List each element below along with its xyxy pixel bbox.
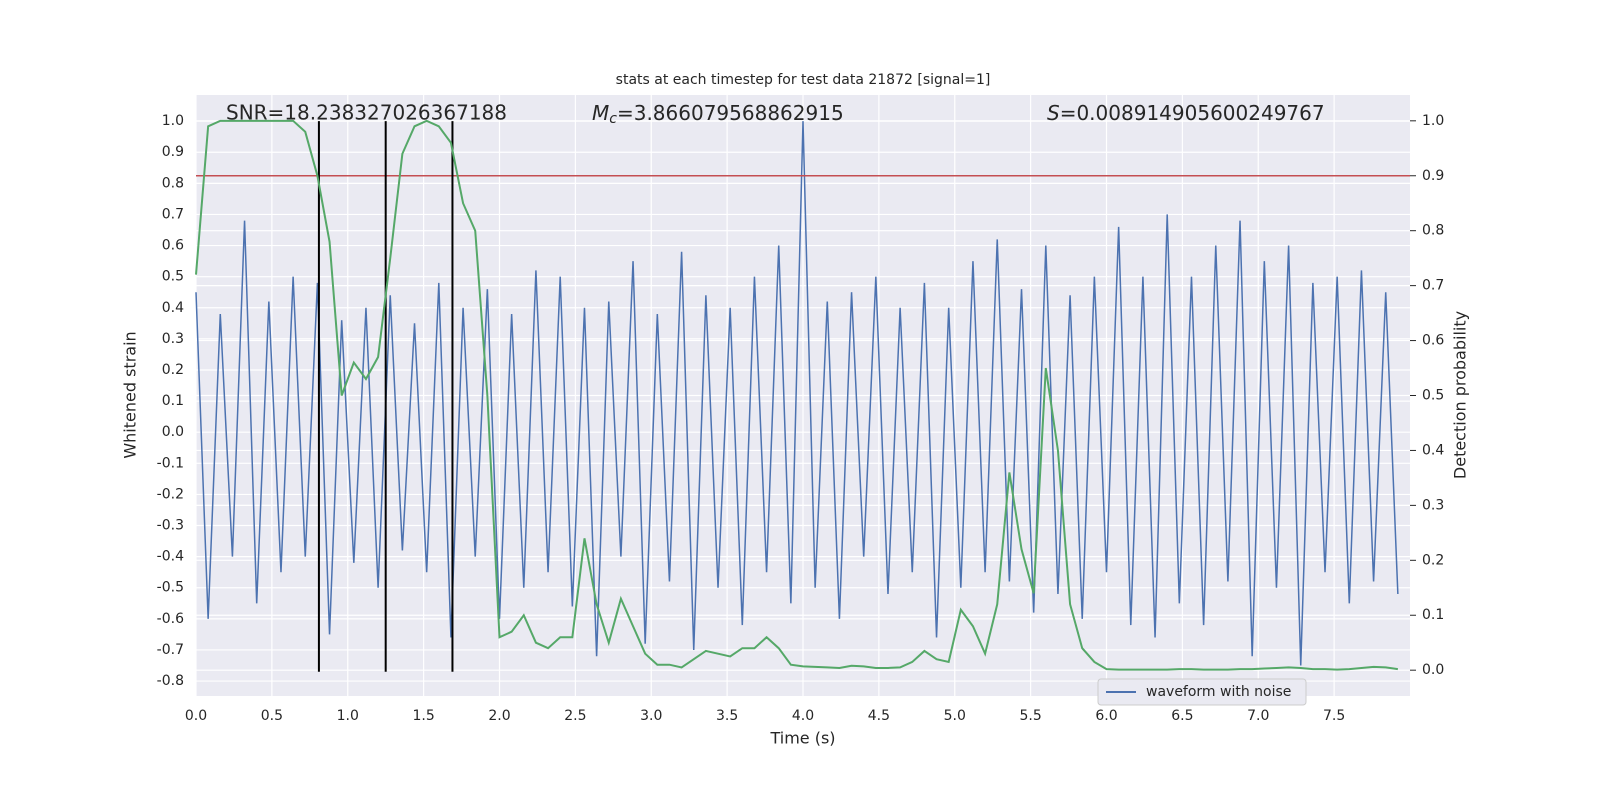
mc-value: =3.866079568862915 (617, 101, 844, 125)
y2-tick-label: 1.0 (1422, 113, 1444, 129)
x-tick-label: 5.0 (944, 708, 966, 724)
y2-tick-label: 0.5 (1422, 388, 1444, 404)
y-tick-label: -0.7 (157, 642, 184, 658)
y-tick-label: -0.1 (157, 455, 184, 471)
y-tick-label: 0.2 (162, 362, 184, 378)
y2-tick-label: 0.3 (1422, 497, 1444, 513)
y2-axis-label: Detection probability (1451, 311, 1470, 479)
y-tick-label: -0.5 (157, 580, 184, 596)
s-annotation: S=0.008914905600249767 (1047, 101, 1325, 125)
waveform-line (195, 121, 1399, 666)
y-tick-label: 0.4 (162, 300, 184, 316)
x-tick-label: 3.0 (640, 708, 662, 724)
x-tick-label: 2.0 (488, 708, 510, 724)
y2-tick-label: 0.0 (1422, 662, 1444, 678)
x-tick-label: 5.5 (1019, 708, 1041, 724)
y2-tick-label: 0.4 (1422, 442, 1444, 458)
mc-symbol: M (592, 101, 609, 125)
x-tick-label: 4.5 (868, 708, 890, 724)
legend-box (1097, 678, 1307, 706)
x-tick-label: 7.5 (1323, 708, 1345, 724)
s-symbol: S (1047, 101, 1060, 125)
y-tick-label: 0.6 (162, 238, 184, 254)
x-tick-label: 0.0 (185, 708, 207, 724)
chart-title: stats at each timestep for test data 218… (616, 72, 991, 88)
y-tick-label: 0.9 (162, 144, 184, 160)
y-tick-label: -0.3 (157, 518, 184, 534)
x-tick-label: 7.0 (1247, 708, 1269, 724)
mc-annotation: Mc=3.866079568862915 (592, 101, 844, 128)
x-tick-label: 3.5 (716, 708, 738, 724)
y-tick-label: 0.1 (162, 393, 184, 409)
x-tick-label: 2.5 (564, 708, 586, 724)
y-tick-label: -0.2 (157, 486, 184, 502)
y2-tick-label: 0.6 (1422, 333, 1444, 349)
probability-line (195, 119, 1398, 671)
legend-label: waveform with noise (1146, 684, 1291, 700)
y-tick-label: 0.5 (162, 269, 184, 285)
y-tick-label: 0.8 (162, 175, 184, 191)
x-tick-label: 6.0 (1095, 708, 1117, 724)
y2-tick-label: 0.9 (1422, 168, 1444, 184)
y2-tick-label: 0.8 (1422, 223, 1444, 239)
snr-annotation: SNR=18.238327026367188 (226, 101, 507, 125)
x-tick-label: 4.0 (792, 708, 814, 724)
x-tick-label: 1.5 (412, 708, 434, 724)
y2-tick-label: 0.1 (1422, 607, 1444, 623)
y-tick-label: 0.3 (162, 331, 184, 347)
y-tick-label: -0.6 (157, 611, 184, 627)
y-tick-label: 1.0 (162, 113, 184, 129)
y-tick-label: 0.7 (162, 206, 184, 222)
y-axis-label: Whitened strain (121, 331, 140, 458)
y2-tick-label: 0.7 (1422, 278, 1444, 294)
s-value: =0.008914905600249767 (1060, 101, 1325, 125)
x-tick-label: 6.5 (1171, 708, 1193, 724)
legend: waveform with noise (1097, 678, 1307, 706)
mc-subscript: c (609, 111, 617, 127)
y-tick-label: 0.0 (162, 424, 184, 440)
x-tick-label: 1.0 (337, 708, 359, 724)
x-axis-label: Time (s) (769, 729, 835, 748)
y-tick-label: -0.8 (157, 673, 184, 689)
y2-tick-label: 0.2 (1422, 552, 1444, 568)
x-tick-label: 0.5 (261, 708, 283, 724)
y-tick-label: -0.4 (157, 549, 184, 565)
